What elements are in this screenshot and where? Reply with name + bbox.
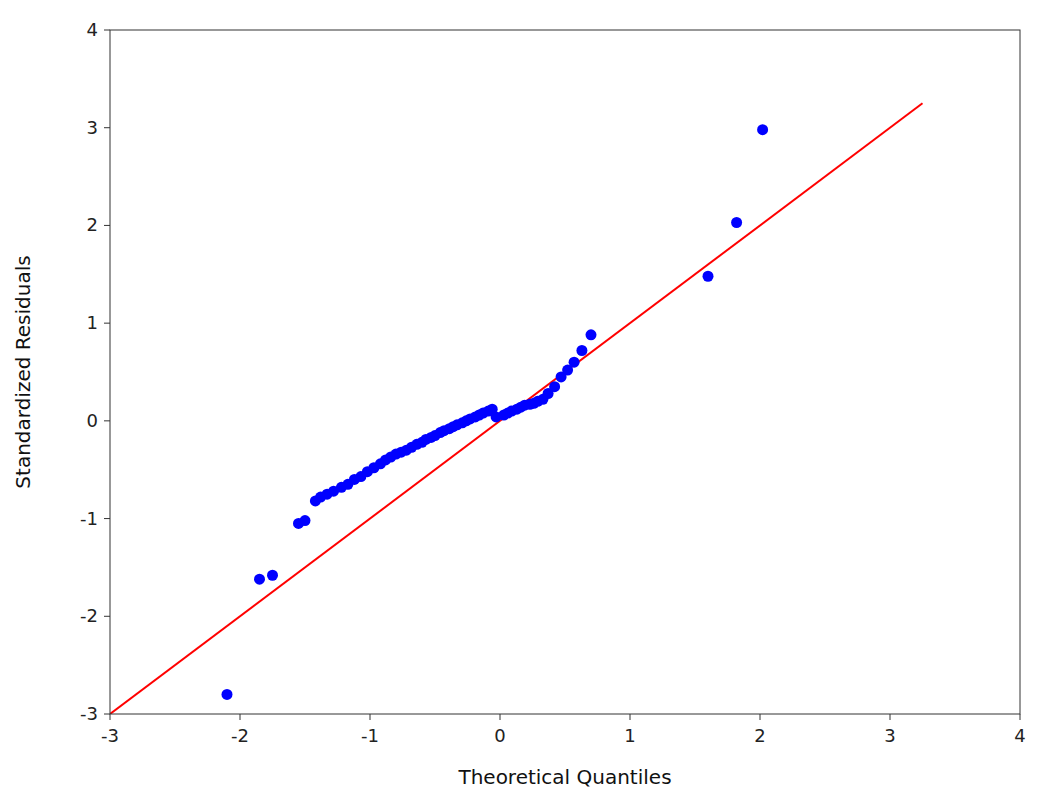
tick-label: 4 [1014,725,1025,746]
tick [110,714,111,720]
tick-label: 2 [87,214,98,235]
point [549,381,560,392]
data-area [110,103,923,714]
reference-line [110,103,923,714]
tick-label: 1 [87,312,98,333]
chart: -3 -2 -1 0 1 2 3 4 -3 -2 -1 0 1 2 3 4 Theoretical Quanti… [0,0,1060,809]
tick-label: 0 [87,410,98,431]
point [576,345,587,356]
point [569,357,580,368]
points [222,124,769,700]
tick [104,127,110,128]
tick [240,714,241,720]
tick-label: -3 [101,725,119,746]
tick [630,714,631,720]
tick [104,518,110,519]
point [757,124,768,135]
tick [104,323,110,324]
point [586,329,597,340]
point [731,217,742,228]
tick-label: 0 [494,725,505,746]
tick [104,30,110,31]
point [703,271,714,282]
tick [104,420,110,421]
tick [500,714,501,720]
y-axis: -3 -2 -1 0 1 2 3 4 [80,19,110,724]
tick-label: 1 [624,725,635,746]
tick [760,714,761,720]
tick-label: -1 [361,725,379,746]
tick [890,714,891,720]
y-axis-label: Standardized Residuals [11,255,35,488]
point [300,515,311,526]
point [267,570,278,581]
tick-label: -2 [80,605,98,626]
tick-label: 2 [754,725,765,746]
tick [104,616,110,617]
tick-label: 4 [87,19,98,40]
tick [370,714,371,720]
tick-label: -2 [231,725,249,746]
plot-frame [110,30,1020,714]
point [222,689,233,700]
tick-label: 3 [87,117,98,138]
x-axis: -3 -2 -1 0 1 2 3 4 [101,714,1026,746]
tick-label: -1 [80,508,98,529]
tick-label: 3 [884,725,895,746]
x-axis-label: Theoretical Quantiles [457,765,671,789]
plot-background [110,30,1020,714]
point [254,574,265,585]
tick [1020,714,1021,720]
tick [104,225,110,226]
tick-label: -3 [80,703,98,724]
tick [104,714,110,715]
